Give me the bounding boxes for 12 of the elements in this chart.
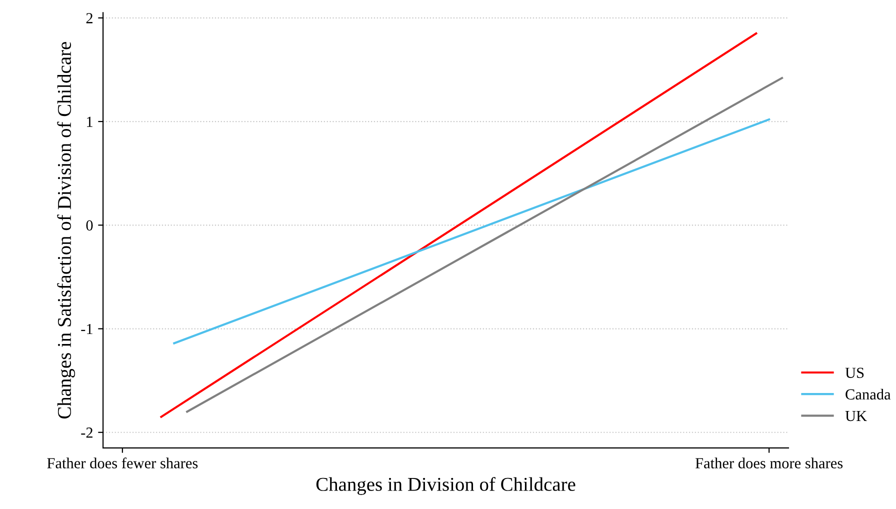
- x-axis-title: Changes in Division of Childcare: [316, 477, 576, 495]
- legend-label: Canada: [846, 388, 891, 400]
- y-axis-title: Changes in Satisfaction of Division of Childcare: [57, 42, 76, 419]
- x-tick-label: Father does fewer shares: [47, 457, 198, 468]
- y-tick-label: 1: [87, 116, 92, 127]
- y-tick-label: 0: [86, 220, 93, 231]
- y-tick-label: -1: [81, 324, 92, 334]
- legend-label: UK: [845, 411, 867, 422]
- y-tick-label: -2: [81, 428, 92, 438]
- legend-label: US: [845, 368, 864, 378]
- x-tick-label: Father does more shares: [695, 458, 843, 468]
- y-tick-label: 2: [86, 13, 92, 24]
